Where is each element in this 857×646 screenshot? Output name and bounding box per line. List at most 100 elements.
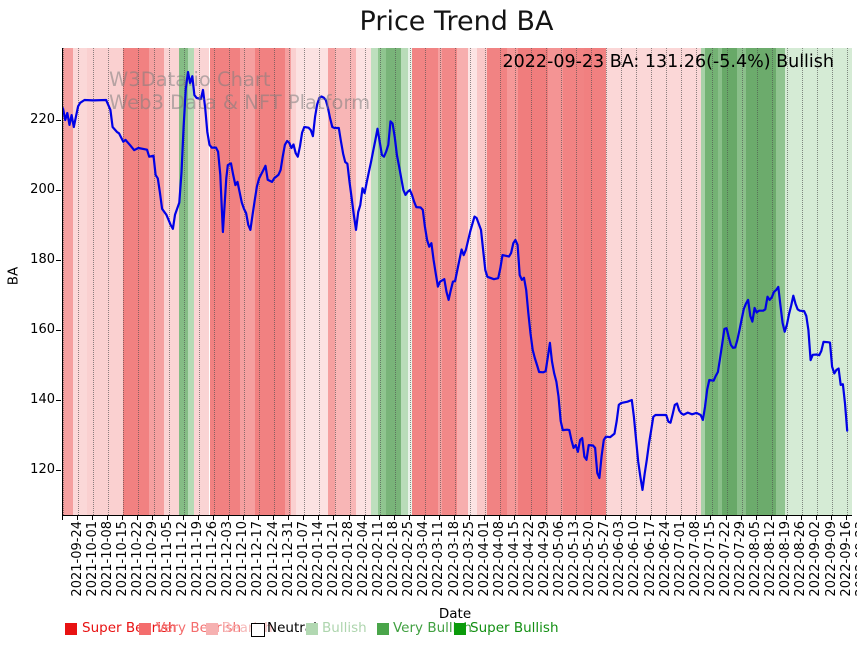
x-tick-label: 2021-11-05	[159, 521, 175, 597]
x-tick-mark	[544, 515, 546, 520]
x-tick-label: 2022-05-27	[597, 521, 613, 597]
sentiment-band	[717, 48, 723, 515]
y-tick-label: 120	[30, 461, 55, 477]
x-tick-label: 2021-12-24	[265, 521, 281, 597]
x-tick-mark	[740, 515, 742, 520]
y-tick-label: 160	[30, 321, 55, 337]
x-tick-label: 2021-11-12	[175, 521, 191, 597]
x-tick-mark	[589, 515, 591, 520]
sentiment-band	[584, 48, 606, 515]
x-tick-label: 2022-08-26	[793, 521, 809, 597]
week-gridline	[379, 48, 381, 515]
week-gridline	[168, 48, 170, 515]
x-tick-mark	[574, 515, 576, 520]
week-gridline	[711, 48, 713, 515]
week-gridline	[832, 48, 834, 515]
sentiment-band	[72, 48, 87, 515]
x-tick-label: 2021-12-17	[250, 521, 266, 597]
sentiment-band	[562, 48, 585, 515]
sentiment-band	[123, 48, 150, 515]
x-tick-label: 2022-01-14	[310, 521, 326, 597]
x-tick-mark	[273, 515, 275, 520]
x-tick-mark	[725, 515, 727, 520]
x-tick-label: 2021-10-08	[99, 521, 115, 597]
x-tick-mark	[107, 515, 109, 520]
sentiment-band	[457, 48, 469, 515]
x-tick-label: 2022-03-04	[416, 521, 432, 597]
week-gridline	[289, 48, 291, 515]
x-tick-mark	[680, 515, 682, 520]
x-tick-mark	[77, 515, 79, 520]
x-tick-mark	[800, 515, 802, 520]
x-tick-label: 2022-01-21	[325, 521, 341, 597]
x-tick-mark	[378, 515, 380, 520]
y-tick-mark	[56, 259, 61, 261]
week-gridline	[741, 48, 743, 515]
week-gridline	[515, 48, 517, 515]
x-tick-label: 2022-01-07	[295, 521, 311, 597]
sentiment-band	[356, 48, 372, 515]
y-tick-label: 180	[30, 251, 55, 267]
week-gridline	[545, 48, 547, 515]
x-tick-label: 2021-11-26	[205, 521, 221, 597]
sentiment-band	[284, 48, 292, 515]
sentiment-band	[377, 48, 387, 515]
sentiment-band	[401, 48, 408, 515]
x-tick-label: 2022-01-28	[340, 521, 356, 597]
x-tick-mark	[559, 515, 561, 520]
x-tick-mark	[710, 515, 712, 520]
x-tick-mark	[288, 515, 290, 520]
week-gridline	[621, 48, 622, 515]
week-gridline	[78, 48, 80, 515]
sentiment-band	[442, 48, 458, 515]
sentiment-band	[468, 48, 477, 515]
sentiment-band	[386, 48, 402, 515]
x-tick-mark	[423, 515, 425, 520]
sentiment-band	[745, 48, 777, 515]
week-gridline	[123, 48, 125, 515]
week-gridline	[786, 48, 788, 515]
chart-title: Price Trend BA	[359, 6, 554, 37]
x-tick-label: 2022-05-13	[567, 521, 583, 597]
x-tick-label: 2021-10-01	[84, 521, 100, 597]
week-gridline	[334, 48, 336, 515]
y-tick-label: 140	[30, 391, 55, 407]
week-gridline	[590, 48, 592, 515]
sentiment-band	[149, 48, 165, 515]
week-gridline	[802, 48, 803, 515]
x-tick-mark	[318, 515, 320, 520]
legend-swatch-bearish	[206, 623, 218, 635]
x-tick-mark	[212, 515, 214, 520]
x-tick-mark	[529, 515, 531, 520]
sentiment-band	[506, 48, 518, 515]
sentiment-band	[239, 48, 255, 515]
x-tick-label: 2022-05-20	[582, 521, 598, 597]
legend-swatch-very-bullish	[377, 623, 389, 635]
plot-area: W3Data.io Chart Web3 Data & NFT Platform…	[62, 48, 852, 516]
week-gridline	[319, 48, 321, 515]
x-tick-label: 2022-04-29	[537, 521, 552, 597]
x-tick-label: 2022-02-25	[401, 521, 417, 597]
sentiment-band	[517, 48, 548, 515]
x-tick-label: 2022-09-16	[838, 521, 854, 597]
x-tick-label: 2022-02-11	[371, 521, 387, 597]
x-tick-label: 2021-12-03	[220, 521, 236, 597]
week-gridline	[575, 48, 577, 515]
x-tick-label: 2022-02-18	[386, 521, 402, 597]
y-tick-mark	[56, 189, 61, 191]
sentiment-band	[194, 48, 210, 515]
x-tick-label: 2022-03-18	[446, 521, 462, 597]
x-tick-label: 2022-05-06	[552, 521, 568, 597]
x-tick-mark	[831, 515, 833, 520]
legend-label-bullish: Bullish	[322, 620, 367, 636]
watermark-line1: W3Data.io Chart	[109, 68, 271, 91]
y-tick-mark	[56, 329, 61, 331]
legend-label-bearish: Bearish	[222, 620, 273, 636]
x-tick-mark	[242, 515, 244, 520]
week-gridline	[651, 48, 653, 515]
week-gridline	[93, 48, 95, 515]
sentiment-band	[63, 48, 73, 515]
legend-label-neutral: Neutral	[267, 620, 317, 636]
week-gridline	[259, 48, 261, 515]
x-tick-label: 2022-06-17	[642, 521, 658, 597]
